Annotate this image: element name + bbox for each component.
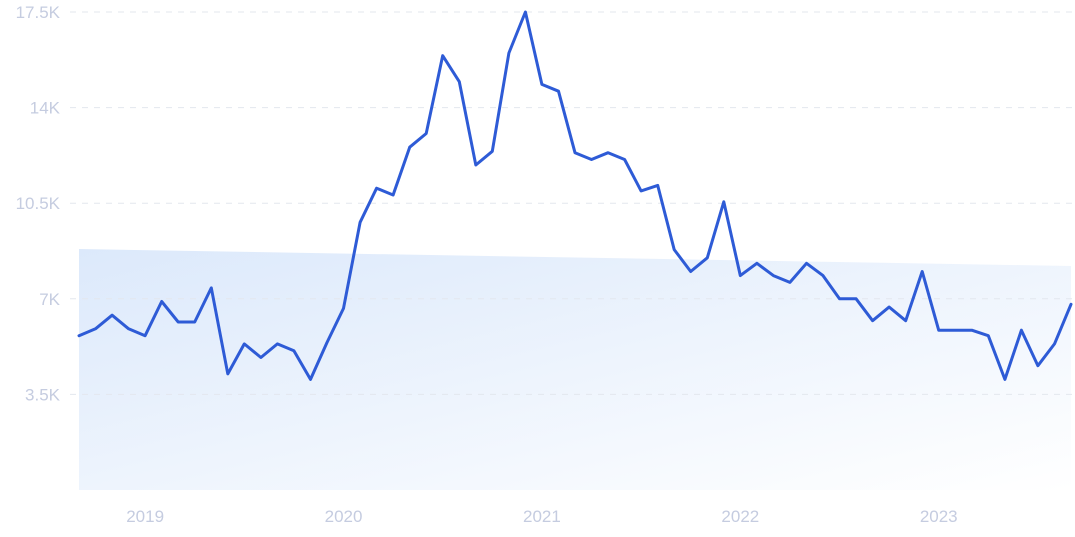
x-tick-label: 2022: [721, 507, 759, 526]
y-tick-label: 3.5K: [25, 385, 61, 404]
x-tick-label: 2020: [325, 507, 363, 526]
y-tick-label: 7K: [39, 290, 60, 309]
y-tick-label: 10.5K: [16, 194, 61, 213]
x-tick-label: 2021: [523, 507, 561, 526]
background-band: [79, 249, 1071, 490]
y-tick-label: 17.5K: [16, 3, 61, 22]
x-tick-label: 2023: [920, 507, 958, 526]
series-line: [77, 10, 1073, 381]
x-tick-label: 2019: [126, 507, 164, 526]
y-tick-label: 14K: [30, 99, 61, 118]
